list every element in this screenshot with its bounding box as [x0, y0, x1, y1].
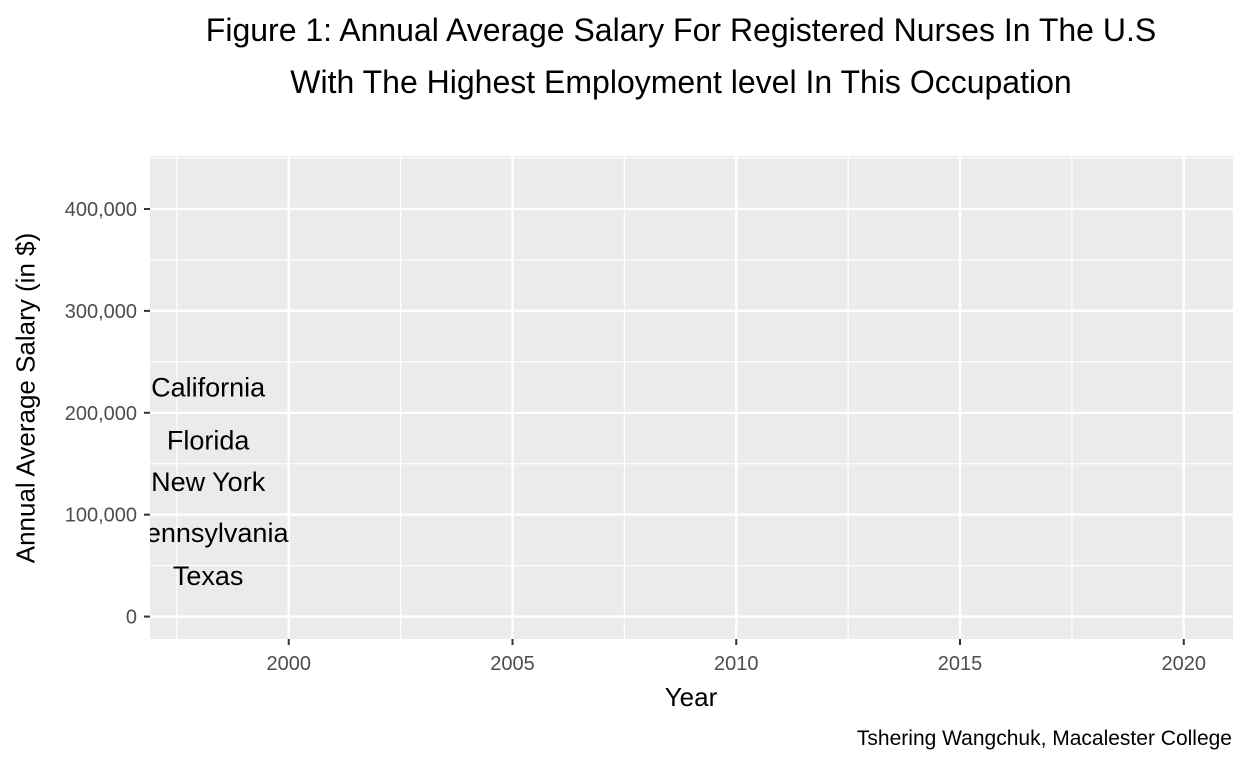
chart-caption: Tshering Wangchuk, Macalester College	[856, 727, 1232, 750]
x-tick-label: 2020	[1162, 653, 1207, 675]
state-label: California	[151, 372, 266, 402]
x-axis-title: Year	[664, 682, 718, 712]
chart-title: Figure 1: Annual Average Salary For Regi…	[205, 12, 1157, 48]
chart-subtitle: With The Highest Employment level In Thi…	[290, 64, 1072, 100]
y-axis-title: Annual Average Salary (in $)	[10, 232, 41, 564]
y-axis: 0 100,000 200,000 300,000 400,000	[65, 199, 150, 629]
y-tick-label: 400,000	[65, 199, 137, 221]
state-label: Texas	[173, 561, 244, 591]
x-tick-label: 2010	[714, 653, 759, 675]
x-axis: 2000 2005 2010 2015 2020	[266, 639, 1206, 675]
major-gridlines	[150, 156, 1233, 639]
y-tick-label: 200,000	[65, 403, 137, 425]
y-tick-label: 0	[126, 607, 137, 629]
state-label: New York	[151, 467, 266, 497]
x-tick-label: 2015	[938, 653, 983, 675]
minor-gridlines	[150, 156, 1233, 639]
x-tick-label: 2005	[490, 653, 535, 675]
state-label: Florida	[167, 425, 251, 455]
y-tick-label: 100,000	[65, 505, 137, 527]
state-labels: California Florida New York Pennsylvania Tex…	[128, 372, 290, 591]
plot-panel	[150, 156, 1233, 639]
state-label: Pennsylvania	[128, 518, 290, 548]
x-tick-label: 2000	[266, 653, 311, 675]
y-tick-label: 300,000	[65, 301, 137, 323]
